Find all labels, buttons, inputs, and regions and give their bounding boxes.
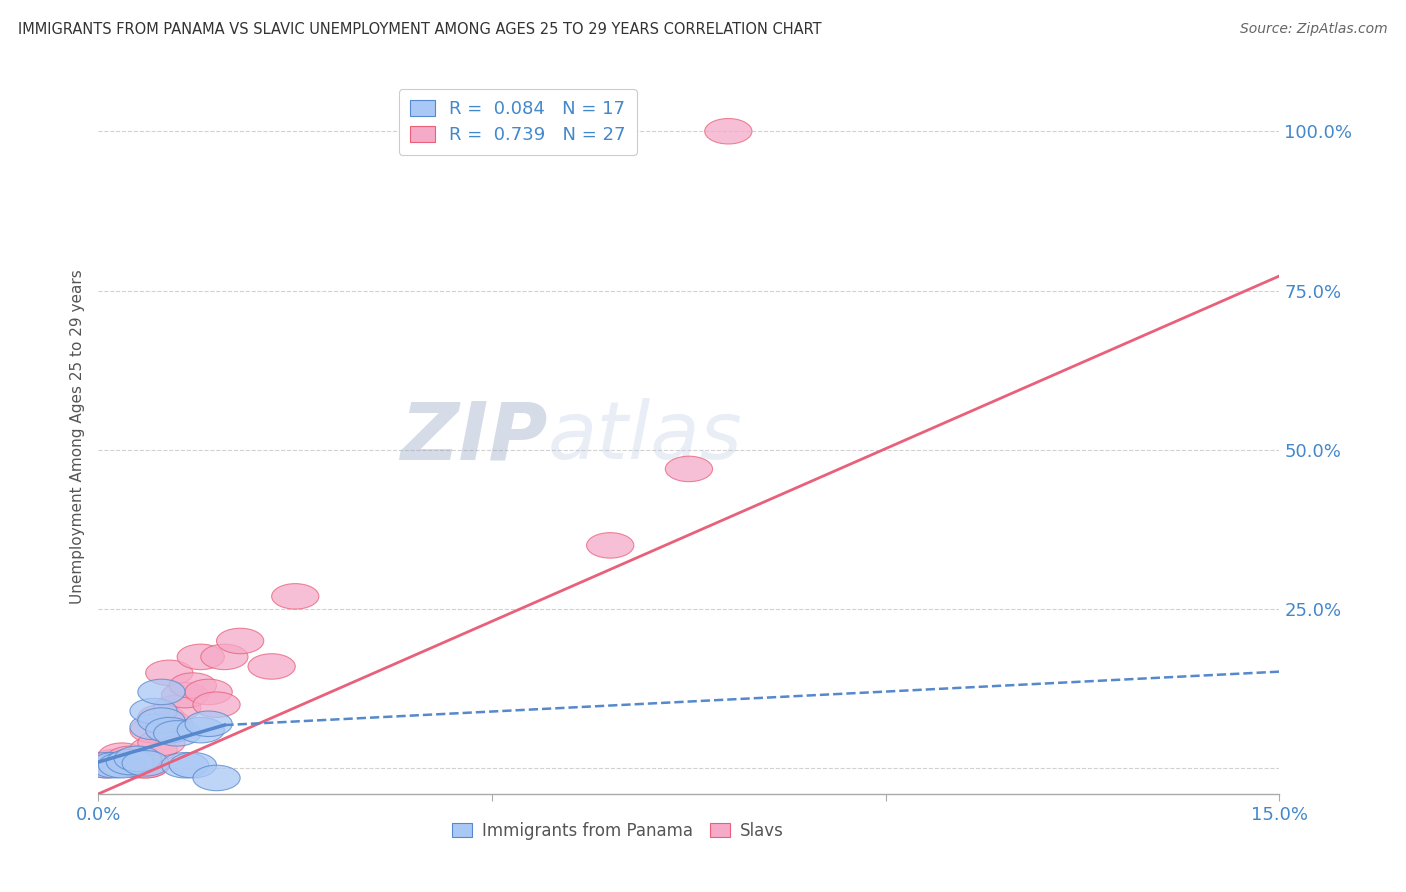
Ellipse shape <box>107 746 153 772</box>
Ellipse shape <box>129 737 177 762</box>
Text: atlas: atlas <box>547 398 742 476</box>
Ellipse shape <box>193 765 240 790</box>
Ellipse shape <box>665 456 713 482</box>
Ellipse shape <box>138 705 186 731</box>
Ellipse shape <box>98 753 146 778</box>
Ellipse shape <box>169 753 217 778</box>
Ellipse shape <box>90 749 138 775</box>
Ellipse shape <box>271 583 319 609</box>
Ellipse shape <box>193 692 240 717</box>
Ellipse shape <box>153 695 201 721</box>
Ellipse shape <box>129 698 177 723</box>
Ellipse shape <box>122 753 169 778</box>
Ellipse shape <box>704 119 752 144</box>
Ellipse shape <box>169 673 217 698</box>
Ellipse shape <box>83 753 129 778</box>
Ellipse shape <box>146 711 193 737</box>
Ellipse shape <box>122 750 169 776</box>
Ellipse shape <box>90 753 138 778</box>
Ellipse shape <box>98 743 146 768</box>
Ellipse shape <box>138 731 186 756</box>
Ellipse shape <box>186 679 232 705</box>
Ellipse shape <box>162 753 208 778</box>
Ellipse shape <box>138 708 186 733</box>
Y-axis label: Unemployment Among Ages 25 to 29 years: Unemployment Among Ages 25 to 29 years <box>69 269 84 605</box>
Text: Source: ZipAtlas.com: Source: ZipAtlas.com <box>1240 22 1388 37</box>
Ellipse shape <box>122 753 169 778</box>
Ellipse shape <box>114 753 162 778</box>
Ellipse shape <box>177 644 225 670</box>
Ellipse shape <box>138 679 186 705</box>
Ellipse shape <box>186 711 232 737</box>
Ellipse shape <box>586 533 634 558</box>
Ellipse shape <box>247 654 295 679</box>
Ellipse shape <box>177 717 225 743</box>
Ellipse shape <box>107 749 153 775</box>
Ellipse shape <box>146 660 193 686</box>
Legend: Immigrants from Panama, Slavs: Immigrants from Panama, Slavs <box>446 815 790 847</box>
Ellipse shape <box>162 682 208 708</box>
Ellipse shape <box>114 746 162 772</box>
Ellipse shape <box>129 717 177 743</box>
Ellipse shape <box>83 753 129 778</box>
Ellipse shape <box>153 721 201 746</box>
Ellipse shape <box>98 749 146 775</box>
Text: IMMIGRANTS FROM PANAMA VS SLAVIC UNEMPLOYMENT AMONG AGES 25 TO 29 YEARS CORRELAT: IMMIGRANTS FROM PANAMA VS SLAVIC UNEMPLO… <box>18 22 823 37</box>
Text: ZIP: ZIP <box>399 398 547 476</box>
Ellipse shape <box>146 717 193 743</box>
Ellipse shape <box>129 714 177 739</box>
Ellipse shape <box>217 628 264 654</box>
Ellipse shape <box>201 644 247 670</box>
